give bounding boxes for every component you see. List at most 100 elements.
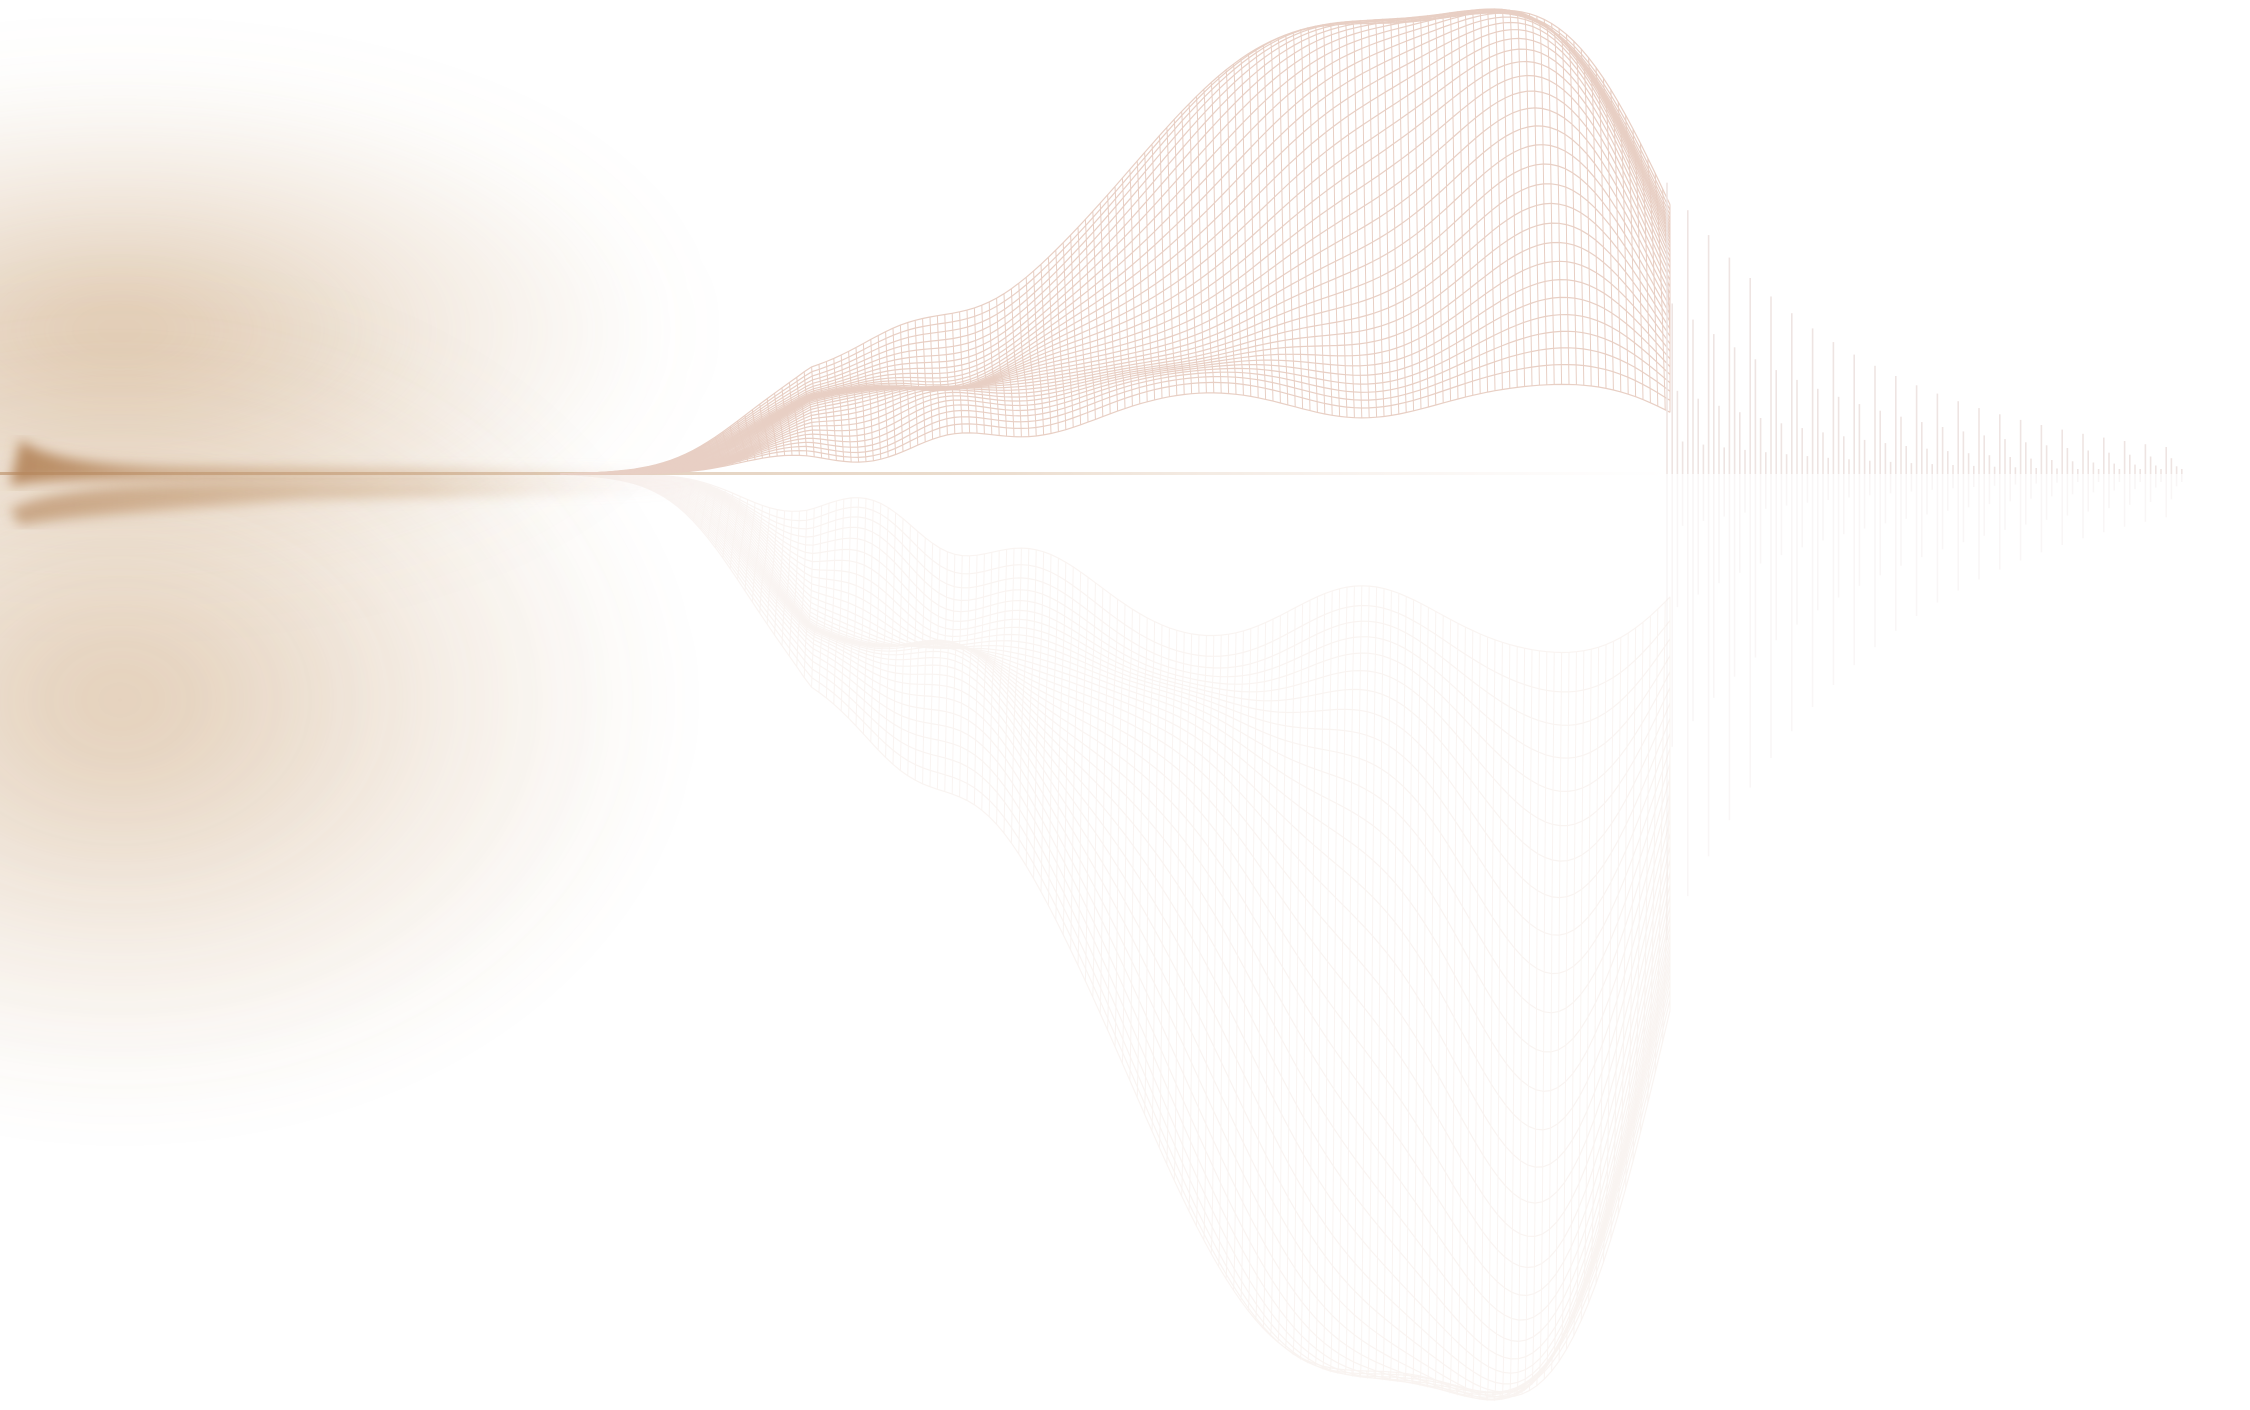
spectrum-bar: [1707, 235, 1710, 474]
wireframe-column-line: [1218, 75, 1230, 394]
wireframe-column-line: [729, 496, 741, 569]
wireframe-column-line: [1639, 615, 1651, 1133]
wireframe-column-line: [1580, 649, 1592, 1321]
spectrum-bar: [1843, 474, 1845, 535]
wireframe-column-line: [1617, 632, 1629, 1215]
wireframe-column-line: [700, 446, 712, 469]
wireframe-column-line: [892, 328, 904, 452]
spectrum-bar: [2066, 448, 2069, 474]
spectrum-bar: [2071, 474, 2074, 495]
wireframe-row-line: [565, 473, 1671, 1204]
wireframe-column-line: [981, 552, 993, 811]
wireframe-column-line: [1033, 270, 1045, 435]
spectrum-bar: [2155, 465, 2157, 474]
wireframe-column-line: [1099, 593, 1111, 1014]
spectrum-bar: [2123, 474, 2126, 527]
wireframe-row-line: [567, 473, 1671, 1014]
wireframe-column-line: [663, 462, 674, 474]
wireframe-column-line: [922, 543, 934, 784]
spectrum-bar: [1718, 474, 1720, 584]
spectrum-bar: [1780, 474, 1783, 556]
wireframe-column-line: [1055, 250, 1067, 430]
spectrum-bar: [1754, 359, 1757, 474]
wireframe-row-line: [568, 278, 1671, 475]
wireframe-column-line: [582, 473, 593, 476]
spectrum-bar: [1744, 474, 1746, 513]
wireframe-column-line: [899, 524, 911, 771]
wireframe-column-line: [840, 354, 852, 463]
wireframe-column-line: [818, 503, 830, 693]
wireframe-column-line: [1010, 548, 1022, 844]
wireframe-column-line: [922, 318, 934, 440]
spectrum-bar: [1962, 474, 1965, 543]
wireframe-column-line: [1247, 53, 1259, 398]
wireframe-column-line: [1565, 34, 1577, 385]
spectrum-bar: [1848, 474, 1850, 498]
wireframe-row-line: [560, 473, 1671, 1394]
spectrum-bar: [1827, 474, 1829, 500]
wireframe-column-line: [1625, 115, 1637, 397]
wireframe-column-line: [1270, 41, 1281, 404]
wireframe-column-line: [1292, 31, 1304, 409]
wireframe-column-line: [707, 441, 719, 468]
wireframe-row-line: [565, 473, 1671, 1238]
spectrum-bar: [1702, 444, 1705, 474]
spectrum-bar: [2181, 469, 2183, 474]
spectrum-bar: [2181, 474, 2183, 482]
wireframe-column-line: [1477, 8, 1489, 393]
wireframe-column-line: [1114, 604, 1126, 1047]
wireframe-column-line: [1366, 586, 1378, 1379]
wireframe-column-line: [1454, 627, 1466, 1396]
wireframe-column-line: [1284, 607, 1296, 1350]
wireframe-row-line: [562, 8, 1671, 475]
wireframe-row-line: [567, 473, 1671, 936]
wireframe-column-line: [1521, 11, 1533, 386]
wireframe-column-line: [1218, 634, 1230, 1267]
wireframe-column-line: [648, 474, 660, 490]
wireframe-column-line: [1070, 571, 1082, 950]
wireframe-column-line: [589, 473, 600, 477]
wireframe-column-line: [766, 398, 778, 457]
wireframe-column-line: [1388, 593, 1400, 1382]
wireframe-column-line: [1558, 28, 1570, 385]
wireframe-column-line: [692, 450, 704, 471]
wireframe-mountain: [559, 8, 1671, 475]
spectrum-bar: [2014, 474, 2017, 485]
spectrum-bar: [1687, 210, 1689, 474]
wireframe-column-line: [862, 500, 874, 734]
wireframe-column-line: [788, 382, 800, 456]
spectrum-bar: [1895, 376, 1897, 474]
wireframe-row-line: [562, 473, 1671, 1401]
spectrum-bar: [1941, 427, 1944, 474]
spectrum-bar: [1843, 436, 1845, 474]
wireframe-column-line: [1602, 78, 1614, 391]
wireframe-column-line: [1084, 219, 1096, 420]
spectrum-bar: [1780, 423, 1783, 474]
wireframe-column-line: [1210, 82, 1222, 394]
wireframe-column-line: [1536, 16, 1548, 385]
spectrum-bar: [1900, 416, 1902, 474]
spectrum-bar: [1666, 474, 1668, 940]
wireframe-column-line: [1477, 636, 1489, 1401]
wireframe-column-line: [596, 473, 608, 478]
wireframe-column-line: [1528, 650, 1540, 1391]
wireframe-column-line: [1506, 646, 1518, 1399]
wireframe-column-line: [751, 409, 763, 459]
spectrum-bar: [2170, 458, 2173, 474]
spectrum-bar: [2077, 474, 2079, 482]
wireframe-column-line: [973, 307, 985, 434]
wireframe-column-line: [1432, 615, 1444, 1389]
wireframe-column-line: [774, 510, 786, 636]
spectrum-bar: [1947, 451, 1949, 474]
wireframe-row-line: [559, 9, 1671, 475]
wireframe-column-line: [626, 469, 637, 475]
spectrum-bar: [2129, 454, 2131, 474]
wireframe-column-line: [597, 472, 608, 475]
wireframe-column-line: [959, 555, 971, 797]
wireframe-column-line: [604, 471, 615, 475]
spectrum-bar: [2061, 474, 2063, 545]
wireframe-column-line: [1181, 633, 1193, 1196]
spectrum-bar: [2092, 462, 2095, 474]
wireframe-column-line: [1203, 635, 1215, 1241]
wireframe-row-line: [561, 473, 1671, 1400]
